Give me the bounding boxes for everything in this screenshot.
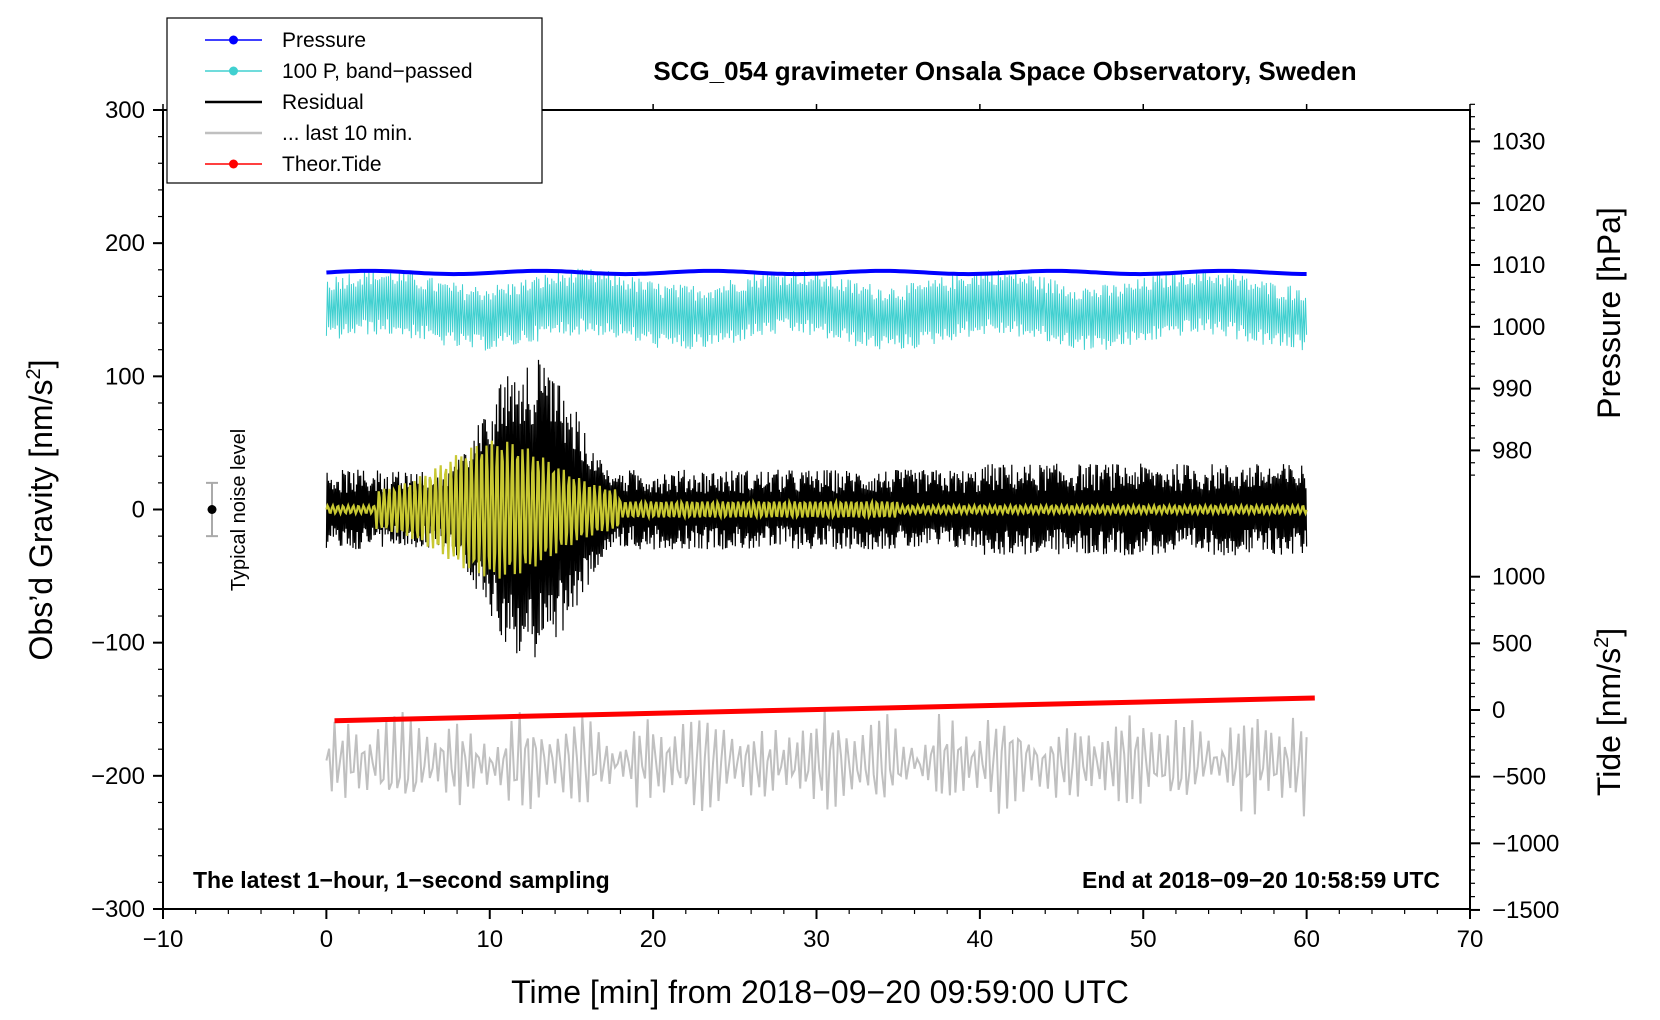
- tide-tick-label: 500: [1492, 630, 1532, 657]
- x-tick-label: 70: [1457, 926, 1484, 953]
- tide-tick-label: 1000: [1492, 564, 1545, 591]
- legend-marker: [229, 66, 238, 76]
- series-last-10-min: [325, 708, 1308, 817]
- x-tick-label: −10: [143, 926, 184, 953]
- pressure-tick-label: 990: [1492, 376, 1532, 403]
- noise-level-indicator: Typical noise level: [206, 429, 250, 591]
- pressure-tick-label: 1030: [1492, 128, 1545, 155]
- y-tick-label: 100: [105, 363, 145, 390]
- legend: Pressure 100 P, band−passed Residual ... la…: [166, 17, 543, 184]
- x-tick-label: 50: [1130, 926, 1157, 953]
- x-tick-label: 60: [1293, 926, 1320, 953]
- x-axis-title: Time [min] from 2018−09−20 09:59:00 UTC: [511, 974, 1129, 1010]
- tide-tick-label: 0: [1492, 697, 1505, 724]
- legend-label: Pressure: [282, 29, 366, 52]
- legend-marker: [229, 35, 238, 45]
- x-tick-label: 0: [320, 926, 333, 953]
- y-axis-title-tide: Tide [nm/s2]: [1591, 628, 1627, 796]
- pressure-tick-label: 980: [1492, 437, 1532, 464]
- y-axis-title-main-sup: 2: [23, 368, 45, 379]
- series-pressure: [326, 268, 1307, 277]
- series-layer: [325, 268, 1315, 817]
- legend-items: Pressure 100 P, band−passed Residual ... la…: [205, 29, 473, 176]
- legend-label: ... last 10 min.: [282, 122, 413, 145]
- y-tick-label: −200: [91, 763, 145, 790]
- annotation-sampling: The latest 1−hour, 1−second sampling: [193, 867, 610, 893]
- tide-tick-label: −1000: [1492, 830, 1559, 857]
- y-axis-title-main: Obs’d Gravity [nm/s2]: [23, 360, 59, 661]
- pressure-tick-label: 1010: [1492, 252, 1545, 279]
- pressure-tick-label: 1000: [1492, 314, 1545, 341]
- y-axis-title-tide-tail: ]: [1591, 628, 1627, 637]
- pressure-tick-label: 1020: [1492, 190, 1545, 217]
- series-low-pass-residual: [325, 440, 1308, 579]
- y-tick-label: 0: [132, 497, 145, 524]
- legend-label: 100 P, band−passed: [282, 60, 473, 83]
- y-axis-title-main-tail: ]: [23, 360, 59, 369]
- y-axis-title-pressure: Pressure [hPa]: [1591, 207, 1627, 419]
- series-theoretical-tide: [334, 695, 1315, 724]
- legend-box: [166, 17, 543, 184]
- annotation-end-time: End at 2018−09−20 10:58:59 UTC: [1082, 867, 1440, 893]
- noise-level-label: Typical noise level: [228, 429, 250, 591]
- x-tick-label: 40: [967, 926, 994, 953]
- series-band-passed-pressure: [325, 268, 1308, 351]
- x-tick-label: 10: [476, 926, 503, 953]
- tide-tick-label: −500: [1492, 764, 1546, 791]
- x-tick-label: 20: [640, 926, 667, 953]
- y-tick-label: 200: [105, 230, 145, 257]
- y-axis-title-main-text: Obs’d Gravity [nm/s: [23, 380, 59, 661]
- x-tick-label: 30: [803, 926, 830, 953]
- legend-label: Theor.Tide: [282, 153, 382, 176]
- axes-layer: −10 0 10 20 30 40 50 60 70−300−200−1000100200300…: [91, 97, 1559, 953]
- y-axis-title-tide-text: Tide [nm/s: [1591, 648, 1627, 796]
- legend-label: Residual: [282, 91, 364, 114]
- tide-tick-label: −1500: [1492, 897, 1559, 924]
- legend-marker: [229, 159, 238, 169]
- y-tick-label: 300: [105, 97, 145, 124]
- y-tick-label: −300: [91, 896, 145, 923]
- chart-title: SCG_054 gravimeter Onsala Space Observat…: [653, 56, 1356, 86]
- y-axis-title-tide-sup: 2: [1591, 637, 1613, 648]
- noise-dot: [207, 505, 217, 514]
- y-tick-label: −100: [91, 630, 145, 657]
